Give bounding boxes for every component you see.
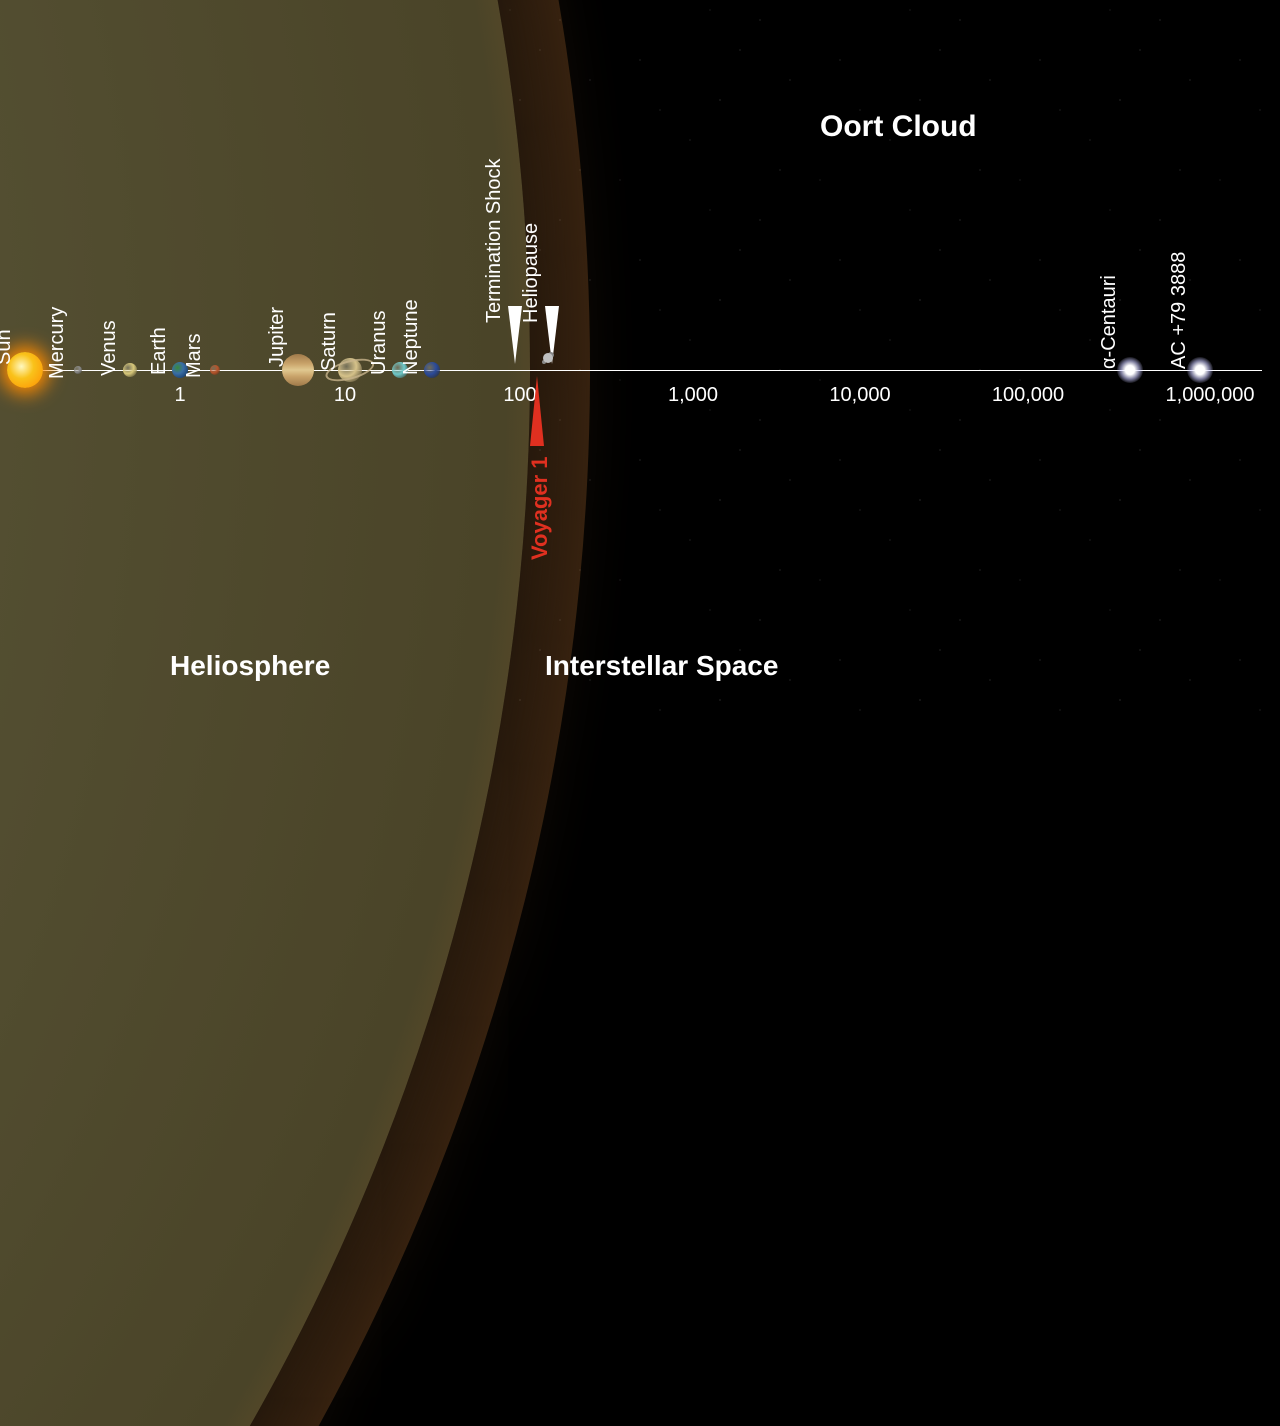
axis-tick: 1,000,000	[1166, 384, 1255, 407]
-centauri-label: α-Centauri	[1098, 275, 1121, 369]
mars-label: Mars	[183, 334, 206, 378]
uranus-label: Uranus	[368, 311, 391, 375]
heliosphere-label: Heliosphere	[170, 650, 330, 682]
earth-label: Earth	[148, 327, 171, 375]
voyager-marker	[530, 376, 544, 446]
saturn-label: Saturn	[318, 312, 341, 371]
voyager-probe-icon	[543, 353, 553, 363]
axis-tick: 1,000	[668, 384, 718, 407]
voyager-label: Voyager 1	[527, 456, 553, 560]
jupiter-label: Jupiter	[266, 307, 289, 367]
axis-tick: 10	[334, 384, 356, 407]
mars-body	[210, 365, 220, 375]
oort-cloud-label: Oort Cloud	[820, 110, 977, 144]
neptune-body	[424, 362, 440, 378]
axis-tick: 1	[174, 384, 185, 407]
axis-tick: 100,000	[992, 384, 1064, 407]
axis-tick: 10,000	[829, 384, 890, 407]
mercury-label: Mercury	[46, 307, 69, 379]
ac-79-3888-label: AC +79 3888	[1168, 252, 1191, 369]
neptune-label: Neptune	[400, 299, 423, 375]
heliopause-label: Heliopause	[520, 223, 543, 323]
oort-cloud-region	[0, 0, 1100, 1426]
termination-shock-label: Termination Shock	[483, 158, 506, 323]
venus-label: Venus	[98, 320, 121, 376]
diagram-stage: 1101001,00010,000100,0001,000,000 SunMer…	[0, 0, 1280, 713]
mercury-body	[74, 366, 82, 374]
interstellar-label: Interstellar Space	[545, 650, 778, 682]
sun-label: Sun	[0, 329, 16, 365]
venus-body	[123, 363, 137, 377]
